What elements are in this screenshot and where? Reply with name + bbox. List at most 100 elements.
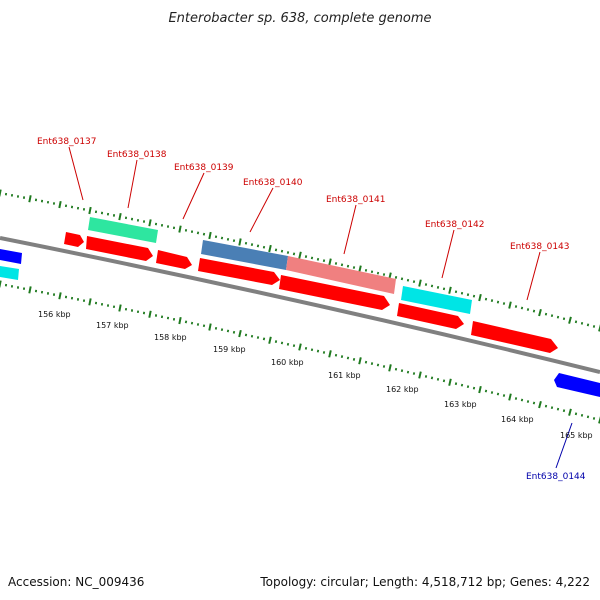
gene-label-0141[interactable]: Ent638_0141 bbox=[326, 195, 386, 205]
inner-major-tick bbox=[178, 316, 182, 325]
inner-major-tick bbox=[58, 292, 62, 300]
inner-major-tick bbox=[0, 280, 2, 288]
scale-label-159: 159 kbp bbox=[213, 345, 246, 354]
outer-minor-tick bbox=[394, 275, 398, 279]
gene-label-0138[interactable]: Ent638_0138 bbox=[107, 150, 167, 160]
scale-label-164: 164 kbp bbox=[501, 415, 534, 424]
cds-arrow-3[interactable] bbox=[156, 250, 192, 269]
inner-major-tick bbox=[598, 416, 600, 424]
inner-minor-tick bbox=[196, 323, 200, 326]
outer-minor-tick bbox=[514, 305, 518, 308]
inner-minor-tick bbox=[256, 336, 260, 339]
inner-minor-tick bbox=[232, 330, 236, 334]
inner-minor-tick bbox=[502, 394, 506, 397]
gene-label-0143[interactable]: Ent638_0143 bbox=[510, 242, 570, 252]
gene-partial-blue-left[interactable] bbox=[0, 249, 22, 264]
gene-blue-reverse[interactable] bbox=[554, 373, 600, 397]
outer-minor-tick bbox=[472, 294, 476, 298]
outer-minor-tick bbox=[382, 273, 386, 276]
inner-minor-tick bbox=[376, 363, 380, 367]
outer-minor-tick bbox=[316, 257, 320, 261]
cds-arrow-6[interactable] bbox=[397, 303, 464, 329]
inner-minor-tick bbox=[592, 417, 596, 420]
inner-minor-tick bbox=[340, 355, 344, 359]
leader-line-0141 bbox=[343, 204, 357, 255]
cds-arrow-7[interactable] bbox=[471, 321, 558, 353]
inner-minor-tick bbox=[214, 326, 218, 330]
outer-major-tick bbox=[208, 231, 212, 240]
inner-minor-tick bbox=[442, 379, 446, 383]
outer-minor-tick bbox=[292, 252, 296, 256]
outer-minor-tick bbox=[556, 315, 560, 319]
outer-minor-tick bbox=[550, 314, 554, 318]
outer-minor-tick bbox=[592, 325, 596, 328]
inner-major-tick bbox=[478, 385, 482, 394]
gene-label-0137[interactable]: Ent638_0137 bbox=[37, 137, 97, 147]
gene-partial-cyan-left[interactable] bbox=[0, 266, 19, 280]
leader-line-0140 bbox=[249, 187, 274, 233]
inner-minor-tick bbox=[532, 401, 536, 405]
cds-arrow-1[interactable] bbox=[64, 232, 84, 247]
outer-minor-tick bbox=[286, 251, 290, 254]
leader-line-0139 bbox=[182, 172, 205, 220]
scale-label-160: 160 kbp bbox=[271, 358, 304, 367]
inner-minor-tick bbox=[460, 383, 464, 387]
inner-major-tick bbox=[418, 371, 422, 379]
inner-minor-tick bbox=[526, 400, 530, 403]
inner-minor-tick bbox=[472, 386, 476, 390]
inner-minor-tick bbox=[520, 398, 524, 402]
outer-minor-tick bbox=[280, 249, 284, 253]
leader-line-0144 bbox=[555, 422, 573, 469]
inner-minor-tick bbox=[436, 377, 440, 381]
gene-label-0139[interactable]: Ent638_0139 bbox=[174, 163, 234, 173]
outer-major-tick bbox=[268, 244, 272, 253]
inner-minor-tick bbox=[244, 333, 248, 337]
outer-minor-tick bbox=[232, 239, 236, 243]
inner-minor-tick bbox=[292, 344, 296, 348]
gene-label-0140[interactable]: Ent638_0140 bbox=[243, 178, 303, 188]
cds-arrow-2[interactable] bbox=[86, 236, 153, 261]
inner-minor-tick bbox=[496, 392, 500, 396]
outer-minor-tick bbox=[466, 293, 470, 297]
outer-minor-tick bbox=[424, 283, 428, 286]
outer-major-tick bbox=[238, 238, 242, 246]
outer-minor-tick bbox=[340, 263, 344, 267]
inner-major-tick bbox=[568, 408, 572, 416]
gene-label-0144[interactable]: Ent638_0144 bbox=[526, 472, 586, 482]
inner-minor-tick bbox=[490, 391, 494, 394]
inner-major-tick bbox=[28, 286, 32, 294]
outer-minor-tick bbox=[430, 284, 434, 288]
outer-minor-tick bbox=[562, 317, 566, 321]
inner-minor-tick bbox=[454, 382, 458, 386]
outer-minor-tick bbox=[580, 321, 584, 325]
gene-cyan[interactable] bbox=[401, 286, 472, 314]
gene-green[interactable] bbox=[88, 217, 158, 243]
outer-minor-tick bbox=[454, 290, 458, 294]
scale-label-163: 163 kbp bbox=[444, 400, 477, 409]
inner-minor-tick bbox=[286, 342, 290, 346]
cds-arrow-5[interactable] bbox=[279, 275, 390, 310]
inner-major-tick bbox=[538, 400, 542, 409]
scale-label-157: 157 kbp bbox=[96, 321, 129, 330]
leader-line-0137 bbox=[68, 146, 84, 201]
outer-major-tick bbox=[508, 301, 512, 309]
outer-minor-tick bbox=[370, 270, 374, 274]
inner-major-tick bbox=[388, 364, 392, 372]
gene-pink[interactable] bbox=[286, 256, 396, 294]
inner-major-tick bbox=[238, 329, 242, 338]
inner-minor-tick bbox=[310, 348, 314, 352]
cds-arrow-4[interactable] bbox=[198, 258, 280, 285]
gene-steelblue[interactable] bbox=[201, 240, 288, 270]
outer-major-tick bbox=[58, 200, 62, 209]
inner-minor-tick bbox=[250, 334, 254, 338]
outer-major-tick bbox=[28, 195, 32, 203]
accession-text: Accession: NC_009436 bbox=[8, 575, 144, 589]
leader-line-0142 bbox=[441, 229, 455, 279]
outer-minor-tick bbox=[196, 231, 200, 235]
outer-minor-tick bbox=[406, 278, 410, 282]
inner-major-tick bbox=[358, 357, 362, 365]
inner-major-tick bbox=[208, 323, 212, 331]
gene-label-0142[interactable]: Ent638_0142 bbox=[425, 220, 485, 230]
leader-line-0138 bbox=[127, 159, 138, 209]
inner-minor-tick bbox=[394, 367, 398, 371]
